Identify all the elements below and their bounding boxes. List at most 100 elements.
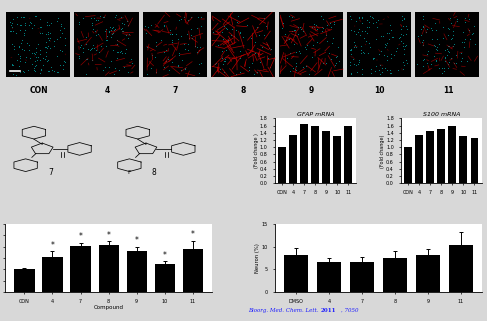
Point xyxy=(105,29,113,34)
Point xyxy=(109,32,116,37)
Point xyxy=(228,27,236,32)
Point xyxy=(19,69,27,74)
Point xyxy=(30,67,38,73)
Bar xyxy=(289,134,297,183)
Point xyxy=(38,63,46,68)
Point xyxy=(18,37,25,42)
Point xyxy=(236,55,244,60)
Point xyxy=(376,72,384,77)
Text: CON: CON xyxy=(30,86,48,95)
Point xyxy=(56,34,64,39)
Point xyxy=(221,56,229,61)
Point xyxy=(428,36,436,41)
Point xyxy=(195,47,203,52)
Point xyxy=(441,58,449,64)
Point xyxy=(26,48,34,53)
Point xyxy=(363,25,371,30)
Point xyxy=(112,13,120,18)
Point xyxy=(46,46,54,51)
Point xyxy=(400,63,408,68)
Point xyxy=(218,48,226,53)
Point xyxy=(96,13,104,18)
Point xyxy=(441,55,449,60)
Bar xyxy=(427,131,434,183)
Bar xyxy=(279,147,286,183)
Point xyxy=(351,62,358,67)
Point xyxy=(25,42,33,47)
Point xyxy=(447,37,455,42)
Point xyxy=(147,22,154,27)
Point xyxy=(450,43,457,48)
Point xyxy=(448,55,455,60)
Point xyxy=(460,39,468,45)
Point xyxy=(318,29,326,34)
Point xyxy=(12,31,19,36)
Point xyxy=(379,33,387,38)
Point xyxy=(368,70,375,75)
Point xyxy=(400,47,408,52)
Point xyxy=(111,15,118,20)
Point xyxy=(44,58,52,63)
Point xyxy=(168,31,175,36)
Point xyxy=(399,40,407,45)
Point xyxy=(471,42,479,47)
Point xyxy=(381,44,389,49)
Point xyxy=(177,68,185,73)
Point xyxy=(403,26,411,31)
Point xyxy=(169,38,176,43)
Point xyxy=(115,67,123,73)
Point xyxy=(152,70,160,75)
Point xyxy=(232,72,240,77)
Point xyxy=(365,25,373,30)
Point xyxy=(160,65,168,70)
Point xyxy=(197,24,205,29)
Point xyxy=(14,51,22,56)
Point xyxy=(354,29,362,34)
Point xyxy=(419,14,427,19)
Bar xyxy=(6,13,70,77)
Point xyxy=(47,21,55,26)
Point xyxy=(187,32,195,38)
Point xyxy=(365,19,373,24)
Point xyxy=(9,17,17,22)
Point xyxy=(443,53,451,58)
Point xyxy=(120,22,128,27)
Point xyxy=(185,48,192,53)
Point xyxy=(25,22,33,27)
Bar xyxy=(98,245,119,292)
Point xyxy=(44,35,52,40)
Point xyxy=(393,45,400,50)
Bar xyxy=(75,13,138,77)
Point xyxy=(328,40,336,45)
Point xyxy=(383,54,391,59)
Point xyxy=(451,52,459,57)
Point xyxy=(294,24,301,29)
Point xyxy=(358,66,366,72)
Point xyxy=(346,62,354,67)
Point xyxy=(369,16,377,21)
Point xyxy=(398,17,406,22)
Point xyxy=(19,14,27,19)
Bar xyxy=(416,255,440,292)
Point xyxy=(364,50,372,55)
Point xyxy=(12,72,19,77)
Point xyxy=(149,53,156,58)
Point xyxy=(174,64,182,69)
Y-axis label: Neuron (%): Neuron (%) xyxy=(255,243,260,273)
Point xyxy=(327,24,335,29)
Point xyxy=(450,41,458,47)
Point xyxy=(373,36,380,41)
Point xyxy=(301,44,309,49)
Bar xyxy=(344,126,352,183)
Point xyxy=(430,43,437,48)
Point xyxy=(195,14,203,19)
Point xyxy=(180,14,188,20)
Point xyxy=(457,51,465,56)
Point xyxy=(283,56,291,61)
Point xyxy=(356,59,363,65)
Point xyxy=(424,51,431,56)
Bar xyxy=(449,126,456,183)
Point xyxy=(376,62,384,67)
Point xyxy=(370,56,378,61)
Point xyxy=(222,58,229,63)
